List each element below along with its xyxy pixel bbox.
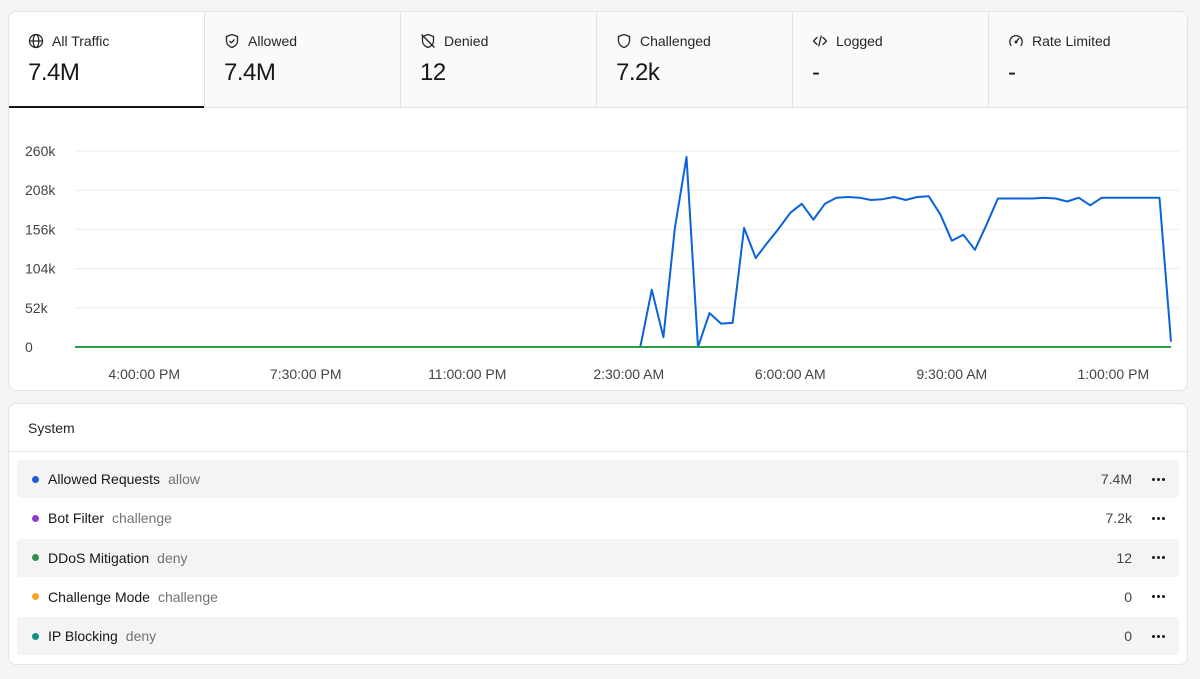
tab-allowed[interactable]: Allowed 7.4M [205,12,401,107]
status-dot [32,554,39,562]
rule-name: Allowed Requests [48,471,161,487]
tab-rate-limited[interactable]: Rate Limited - [989,12,1187,107]
rule-name: Bot Filter [48,510,105,527]
tab-denied[interactable]: Denied 12 [401,12,597,107]
series-line-0 [75,156,1172,348]
status-dot [32,632,39,640]
more-options-icon[interactable] [1149,628,1167,644]
y-tick-label: 156k [25,221,56,237]
x-tick-label: 6:00:00 AM [755,366,826,382]
more-options-icon[interactable] [1149,550,1167,566]
gauge-icon [1008,33,1024,49]
tab-value: - [1008,59,1016,86]
shield-icon [616,33,632,49]
system-rule-list: Allowed Requests allow 7.4M Bot Filter c… [9,452,1187,656]
rule-name: DDoS Mitigation [48,549,150,566]
rule-row-allowed-requests[interactable]: Allowed Requests allow 7.4M [17,460,1179,498]
tab-label: Logged [836,33,883,49]
x-tick-label: 7:30:00 PM [270,366,342,382]
more-options-icon[interactable] [1149,589,1167,605]
traffic-tabs: All Traffic 7.4M Allowed 7.4M Denied 12 [9,12,1187,108]
x-tick-label: 1:00:00 PM [1078,366,1150,382]
y-tick-label: 104k [25,261,56,277]
y-tick-label: 260k [25,143,56,159]
rule-name: Challenge Mode [48,588,150,605]
rule-row-bot-filter[interactable]: Bot Filter challenge 7.2k [17,499,1179,537]
status-dot [32,593,39,601]
rule-action: challenge [157,588,218,605]
rule-action: deny [125,628,157,645]
rule-count: 7.4M [1100,471,1132,487]
x-tick-label: 9:30:00 AM [916,366,987,382]
tab-label: Challenged [640,33,711,49]
rule-action: challenge [112,510,172,527]
y-tick-label: 52k [25,300,49,316]
rule-row-ddos-mitigation[interactable]: DDoS Mitigation deny 12 [17,538,1179,577]
rule-name: IP Blocking [48,628,118,645]
status-dot [32,475,39,483]
tab-value: - [812,59,820,86]
globe-icon [28,33,44,49]
tab-value: 7.2k [616,59,660,86]
status-dot [32,514,39,522]
rule-action: allow [168,471,200,487]
tab-value: 7.4M [28,59,80,86]
traffic-card: All Traffic 7.4M Allowed 7.4M Denied 12 [8,11,1188,391]
more-options-icon[interactable] [1149,510,1167,526]
rule-count: 0 [1124,628,1132,645]
traffic-line-chart[interactable]: 0 52k 104k 156k 208k 260k 4:00:00 PM 7:30:00 PM… [9,109,1188,391]
x-tick-label: 2:30:00 AM [593,366,664,382]
system-card: System Allowed Requests allow 7.4M Bot F… [8,403,1188,665]
system-title: System [9,404,1187,452]
shield-off-icon [420,33,436,49]
rule-action: deny [157,549,188,566]
tab-label: Denied [444,33,489,49]
shield-check-icon [224,33,240,49]
tab-label: Rate Limited [1032,33,1111,49]
x-tick-label: 11:00:00 PM [428,366,506,382]
rule-count: 7.2k [1105,510,1132,527]
tab-value: 7.4M [224,59,276,86]
rule-row-challenge-mode[interactable]: Challenge Mode challenge 0 [17,578,1179,616]
y-tick-label: 0 [25,339,33,355]
tab-value: 12 [420,59,446,86]
more-options-icon[interactable] [1149,471,1167,487]
rule-row-ip-blocking[interactable]: IP Blocking deny 0 [17,617,1179,656]
x-tick-label: 4:00:00 PM [108,366,180,382]
tab-logged[interactable]: Logged - [793,12,989,107]
tab-label: All Traffic [52,33,110,49]
tab-all-traffic[interactable]: All Traffic 7.4M [9,12,205,108]
tab-challenged[interactable]: Challenged 7.2k [597,12,793,107]
tab-label: Allowed [248,33,298,49]
y-tick-label: 208k [25,182,56,198]
rule-count: 0 [1124,588,1132,605]
code-icon [812,33,828,49]
rule-count: 12 [1116,549,1132,566]
